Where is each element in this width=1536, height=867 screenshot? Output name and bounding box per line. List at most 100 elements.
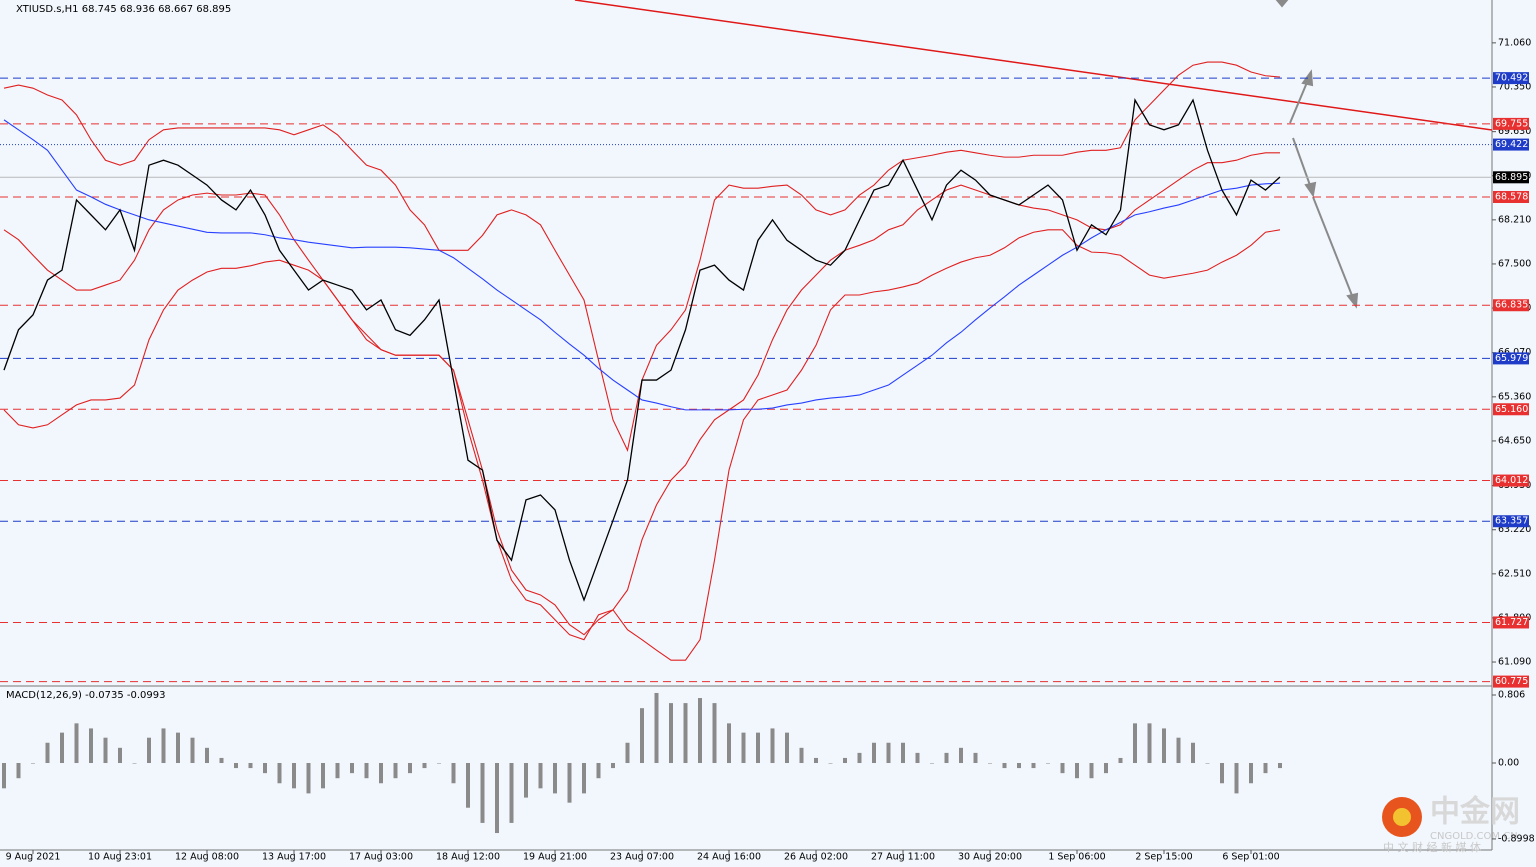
x-tick-label: 30 Aug 20:00	[958, 852, 1022, 863]
macd-bar	[582, 763, 586, 794]
macd-bar	[524, 763, 528, 798]
price-level-tag	[1493, 474, 1529, 487]
price-level-label: 61.727	[1495, 617, 1528, 628]
x-tick-label: 6 Sep 01:00	[1222, 852, 1279, 863]
y-tick-label: 68.210	[1498, 214, 1531, 225]
price-level-label: 69.755	[1495, 118, 1528, 129]
macd-bar	[16, 763, 21, 779]
macd-bar	[176, 732, 180, 764]
y-tick-label: 0.00	[1498, 758, 1519, 769]
macd-bar	[1089, 763, 1094, 779]
macd-bar	[886, 742, 891, 764]
macd-bar	[234, 763, 238, 769]
price-level-label: 68.578	[1495, 191, 1528, 202]
macd-bar	[1017, 763, 1021, 769]
indicator-line	[3, 119, 1281, 411]
macd-bar	[1075, 763, 1079, 779]
macd-bar	[1205, 763, 1210, 764]
logo-name: 中金网	[1430, 795, 1520, 830]
macd-bar	[553, 763, 557, 794]
macd-bar	[292, 763, 296, 789]
macd-bar	[480, 763, 485, 823]
macd-bar	[1220, 763, 1224, 784]
macd-bar	[335, 763, 340, 779]
macd-bar	[248, 763, 253, 769]
macd-bar	[915, 752, 920, 764]
logo-slogan: 中 文 财 经 新 媒 体	[1383, 840, 1481, 854]
macd-bar	[799, 747, 804, 764]
x-tick-label: 13 Aug 17:00	[262, 852, 326, 863]
macd-bar	[611, 763, 615, 769]
macd-bar	[727, 723, 731, 764]
macd-bar	[495, 763, 499, 834]
macd-bar	[973, 752, 978, 764]
macd-bar	[451, 763, 456, 784]
logo-icon	[1393, 808, 1411, 826]
macd-bar	[1002, 763, 1007, 769]
macd-bar	[422, 763, 427, 769]
price-level-tag	[1493, 299, 1529, 312]
macd-bar	[1147, 723, 1152, 764]
price-level-label: 69.422	[1495, 139, 1528, 150]
y-tick-label: 62.510	[1498, 568, 1531, 579]
y-tick-label: 0.806	[1498, 690, 1525, 701]
x-tick-label: 18 Aug 12:00	[436, 852, 500, 863]
x-tick-label: 1 Sep 06:00	[1048, 852, 1105, 863]
price-level-label: 65.160	[1495, 404, 1528, 415]
price-level-tag	[1493, 72, 1529, 85]
price-level-tag	[1493, 138, 1529, 151]
macd-bar	[118, 747, 122, 764]
macd-bar	[901, 742, 905, 764]
macd-bar	[843, 757, 847, 764]
x-tick-label: 17 Aug 03:00	[349, 852, 413, 863]
macd-bar	[45, 742, 50, 764]
macd-bar	[1118, 757, 1123, 764]
macd-bar	[741, 732, 746, 764]
x-tick-label: 2 Sep 15:00	[1135, 852, 1192, 863]
y-tick-label: 65.360	[1498, 391, 1531, 402]
macd-bar	[698, 698, 702, 764]
price-level-label: 70.492	[1495, 73, 1528, 84]
macd-bar	[872, 742, 876, 764]
x-tick-label: 19 Aug 21:00	[523, 852, 587, 863]
macd-bar	[538, 763, 543, 789]
price-level-tag	[1493, 403, 1529, 416]
macd-bar	[1176, 737, 1181, 764]
macd-bar	[770, 728, 775, 764]
macd-bar	[1104, 763, 1108, 774]
macd-bar	[219, 757, 224, 764]
macd-bar	[132, 763, 137, 764]
macd-bar	[669, 703, 673, 764]
macd-bar	[393, 763, 398, 779]
macd-bar	[1263, 763, 1268, 774]
macd-bar	[930, 763, 934, 764]
macd-bar	[74, 723, 79, 764]
macd-bar	[596, 763, 601, 779]
macd-bar	[1191, 742, 1195, 764]
indicator-line	[3, 229, 1281, 661]
macd-bar	[567, 763, 572, 803]
price-level-tag	[1493, 117, 1529, 130]
macd-bar	[509, 763, 514, 823]
macd-bar	[654, 692, 659, 764]
macd-bar	[1249, 763, 1253, 784]
price-level-tag	[1493, 616, 1529, 629]
macd-bar	[161, 728, 166, 764]
macd-bar	[712, 703, 717, 764]
price-series	[3, 61, 1281, 661]
macd-bar	[785, 732, 789, 764]
y-tick-label: 64.650	[1498, 435, 1531, 446]
macd-bar	[31, 763, 35, 764]
macd-bar	[640, 708, 644, 764]
macd-bar	[1133, 723, 1137, 764]
x-tick-label: 10 Aug 23:01	[88, 852, 152, 863]
x-tick-label: 24 Aug 16:00	[697, 852, 761, 863]
x-tick-label: 26 Aug 02:00	[784, 852, 848, 863]
macd-bar	[103, 737, 108, 764]
y-tick-label: 71.060	[1498, 37, 1531, 48]
macd-bar	[408, 763, 412, 774]
price-level-label: 65.979	[1495, 353, 1528, 364]
macd-bar	[89, 728, 93, 764]
price-level-tag	[1493, 190, 1529, 203]
